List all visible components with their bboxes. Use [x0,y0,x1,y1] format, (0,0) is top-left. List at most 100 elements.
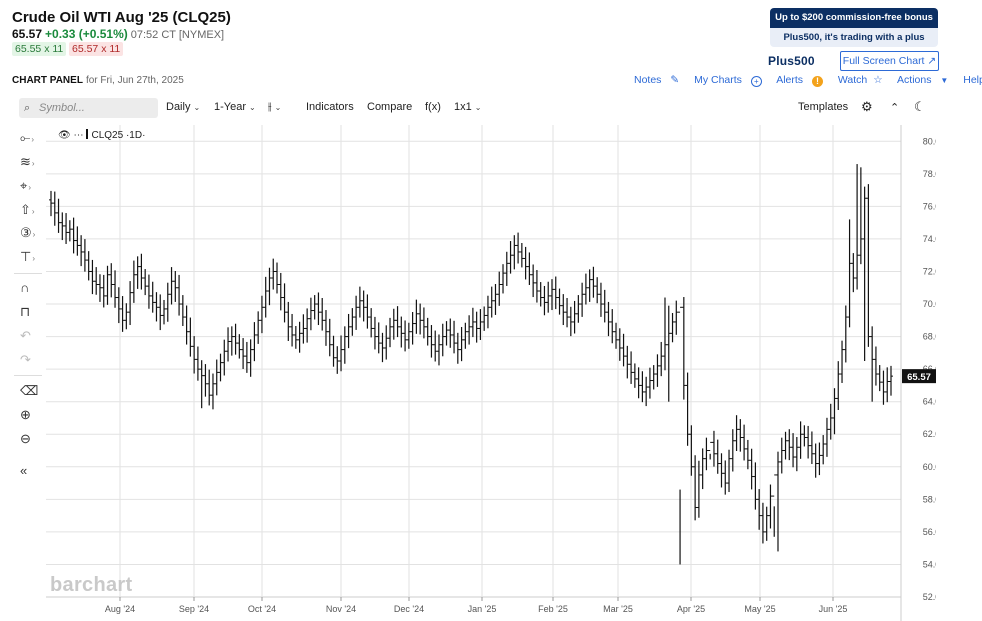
ohlc-bar [565,298,570,328]
ohlc-bar [75,226,80,256]
ohlc-bar [508,241,513,274]
full-screen-chart-button[interactable]: Full Screen Chart ↗ [840,51,939,71]
zoom-in-icon[interactable]: ⊕ [20,407,31,422]
legend-symbol: CLQ25 [91,130,124,141]
ohlc-bar [139,253,144,290]
ohlc-bar [836,361,841,410]
redo-icon[interactable]: ↷ [20,352,31,367]
trash-icon[interactable]: ⌫ [20,383,39,398]
x-tick-label: Jun '25 [819,604,848,614]
ohlc-bar [745,439,750,470]
ohlc-bar [802,425,807,447]
ohlc-bar [173,270,178,302]
collapse-sidebar-icon[interactable]: « [20,463,28,478]
lock-icon[interactable]: ⊓ [20,304,31,319]
watch-link[interactable]: Watch ☆ [838,74,889,86]
ohlc-bar [629,351,634,384]
ohlc-bar [474,311,479,343]
chart-legend[interactable]: 👁 ⋯ CLQ25 ·1D· [58,129,145,141]
indicators-button[interactable]: Indicators [306,101,354,113]
undo-icon[interactable]: ↶ [20,328,31,343]
compare-button[interactable]: Compare [367,101,413,113]
panel-title: CHART PANEL [12,75,83,86]
ohlc-bar [640,371,645,403]
sidebar-divider [14,273,42,274]
bar-type-dropdown[interactable]: ⫲ ⌄ [268,101,281,114]
magnet-icon[interactable]: ∩ [20,280,30,295]
x-tick-label: Jan '25 [468,604,497,614]
ohlc-bar [824,417,829,457]
ohlc-bar [301,314,306,344]
panel-date: for Fri, Jun 27th, 2025 [85,75,184,86]
line-tool-icon[interactable]: ⟜› [20,130,35,145]
ohlc-bar [222,339,227,376]
ohlc-bar [704,437,709,471]
interval-dropdown[interactable]: Daily ⌄ [166,101,200,113]
layout-dropdown[interactable]: 1x1 ⌄ [454,101,481,113]
ohlc-bar [719,453,724,488]
chevron-down-icon: ⌄ [193,103,201,112]
symbol-search-input[interactable]: ⌕ Symbol... [19,98,158,118]
drawing-tools-sidebar: ⟜› ≋› ⌖› ⇧› ③› ⊤› ∩ ⊓ ↶ ↷ ⌫ ⊕ ⊖ « [0,125,45,495]
chart-grid [46,125,902,621]
ad-logo[interactable]: Plus500 [768,54,815,68]
ohlc-bar [512,235,517,270]
ohlc-bar [840,340,845,383]
ohlc-bar [403,320,408,352]
my-charts-link[interactable]: My Charts + [694,74,768,87]
ohlc-bar [49,190,53,217]
templates-button[interactable]: Templates [798,101,849,113]
more-icon[interactable]: ⋯ [73,130,84,141]
range-dropdown[interactable]: 1-Year ⌄ [214,101,256,113]
help-label: Help [963,74,982,86]
ohlc-bar [817,442,822,476]
actions-menu[interactable]: Actions ▼ [897,74,954,86]
ohlc-bar [128,281,133,326]
ohlc-bar [120,296,125,332]
ohlc-bar [873,346,878,386]
ohlc-bar [534,270,539,303]
zoom-out-icon[interactable]: ⊖ [20,431,31,446]
ohlc-bar [787,429,792,461]
collapse-chevron-icon[interactable]: ⌃ [890,102,900,114]
y-tick-label: 54.00 [923,559,936,569]
eye-icon[interactable]: 👁 [58,130,71,141]
layout-label: 1x1 [454,101,472,113]
measure-tool-icon[interactable]: ⊤› [20,249,35,264]
y-tick-label: 72.00 [923,266,936,276]
ohlc-bar [323,310,328,346]
counter-tool-icon[interactable]: ③› [20,225,36,240]
ohlc-bar [489,286,494,318]
chart-toolbar: ⌕ Symbol... Daily ⌄ 1-Year ⌄ ⫲ ⌄ Indicators … [0,95,982,122]
ohlc-bar [561,294,566,326]
alerts-link[interactable]: Alerts ! [776,74,829,87]
ohlc-bar [798,421,803,459]
barchart-watermark: barchart [50,574,133,596]
dark-mode-icon[interactable]: ☾ [914,99,926,114]
ad-banner-headline[interactable]: Up to $200 commission-free bonus [770,8,938,28]
ohlc-bar [463,322,468,349]
pattern-tool-icon[interactable]: ≋› [20,154,35,169]
ohlc-bar [478,309,483,341]
ad-banner-tagline[interactable]: Plus500, it's trading with a plus [770,28,938,47]
notes-link[interactable]: Notes ✎ [634,74,685,86]
price-chart[interactable]: 52.0054.0056.0058.0060.0062.0064.0066.00… [46,125,936,621]
function-button[interactable]: f(x) [425,101,441,113]
settings-gear-icon[interactable]: ⚙ [861,99,873,114]
ohlc-bar [414,299,419,334]
ohlc-bar [229,326,234,356]
y-tick-label: 68.00 [923,332,936,342]
shape-tool-icon[interactable]: ⌖› [20,178,31,193]
ohlc-bar [339,335,344,372]
ohlc-bar [372,316,377,350]
ohlc-bar [320,298,325,331]
help-link[interactable]: Help ? [963,74,982,86]
ohlc-bar [738,419,743,452]
arrow-tool-icon[interactable]: ⇧› [20,202,35,217]
ohlc-bar [440,323,445,357]
ohlc-bar [331,335,336,367]
chevron-down-icon: ▼ [940,76,949,85]
ohlc-bar [772,474,777,537]
y-tick-label: 62.00 [923,429,936,439]
ohlc-bar [806,425,811,459]
